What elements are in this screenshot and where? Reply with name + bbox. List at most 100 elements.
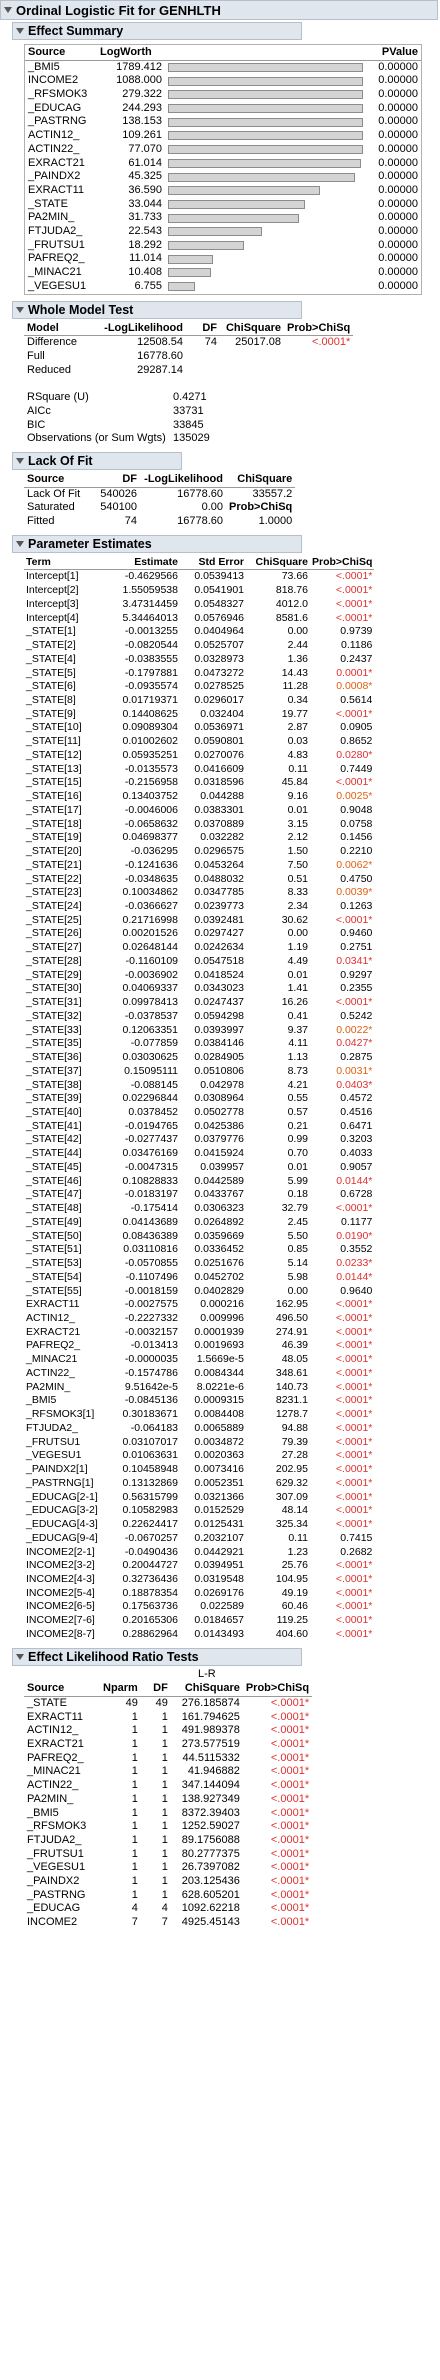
table-row[interactable]: INCOME2 1088.000 0.00000	[25, 74, 421, 88]
table-cell: _STATE[2]	[26, 639, 76, 652]
table-cell: 0.0359669	[194, 1229, 244, 1242]
table-cell: 8.0221e-6	[196, 1380, 244, 1393]
table-row[interactable]: _EDUCAG 244.293 0.00000	[25, 102, 421, 116]
table-cell: 27.28	[281, 1449, 308, 1462]
table-row[interactable]: EXRACT11 36.590 0.00000	[25, 184, 421, 198]
table-cell: 8372.39403	[181, 1806, 240, 1819]
table-cell: 0.02648144	[122, 941, 178, 954]
table-row[interactable]: _STATE 33.044 0.00000	[25, 198, 421, 212]
table-cell: 2.45	[287, 1215, 308, 1228]
table-cell: 0.09978413	[122, 996, 178, 1009]
table-cell: -0.0027575	[124, 1298, 178, 1311]
effect-summary-title: Effect Summary	[28, 24, 124, 38]
stat-row: BIC 33845	[24, 419, 213, 433]
table-cell: 0.4516	[340, 1106, 373, 1118]
table-cell: -0.0183197	[124, 1188, 178, 1201]
table-cell: 0.20044727	[122, 1559, 178, 1572]
effect-summary-header[interactable]: Effect Summary	[12, 22, 302, 40]
table-row[interactable]: _PASTRNG 138.153 0.00000	[25, 115, 421, 129]
table-cell: <.0001*	[335, 1559, 373, 1572]
table-cell: 0.0084408	[194, 1408, 244, 1421]
table-cell: 0.0280*	[336, 748, 373, 761]
report-window: Ordinal Logistic Fit for GENHLTH Effect …	[0, 0, 438, 1930]
col-source[interactable]: Source	[25, 45, 97, 61]
table-row: PA2MIN_ 9.51642e-5 8.0221e-6 140.73 <.0001*	[24, 1381, 374, 1395]
table-cell: _STATE[36]	[26, 1051, 82, 1064]
report-title-bar[interactable]: Ordinal Logistic Fit for GENHLTH	[0, 0, 438, 20]
table-cell: _PASTRNG	[27, 1888, 86, 1901]
table-cell: 0.0239773	[194, 899, 244, 912]
table-row[interactable]: _VEGESU1 6.755 0.00000	[25, 280, 421, 294]
table-row[interactable]: _PAINDX2 45.325 0.00000	[25, 170, 421, 184]
table-cell: 1	[131, 1738, 138, 1751]
col-logworth[interactable]: LogWorth	[97, 45, 165, 61]
table-row[interactable]: EXRACT21 61.014 0.00000	[25, 157, 421, 171]
table-cell: Intercept[1]	[26, 570, 79, 583]
disclosure-triangle-icon[interactable]	[16, 306, 24, 313]
table-cell: 0.0347785	[194, 886, 244, 899]
lr-tests-table: L-R Source Nparm DF ChiSquare Prob>ChiSq…	[24, 1668, 313, 1930]
table-row: _EDUCAG 4 4 1092.62218 <.0001*	[24, 1902, 312, 1916]
table-row[interactable]: ACTIN12_ 109.261 0.00000	[25, 129, 421, 143]
pvalue-cell: 0.00000	[378, 101, 418, 114]
table-row: Intercept[2] 1.55059538 0.0541901 818.76 <.0…	[24, 584, 374, 598]
disclosure-triangle-icon[interactable]	[4, 7, 12, 13]
table-cell: 0.3203	[340, 1133, 373, 1146]
table-row: ACTIN12_ 1 1 491.989378 <.0001*	[24, 1724, 312, 1738]
lr-tests-title: Effect Likelihood Ratio Tests	[28, 1649, 199, 1664]
table-cell: <.0001*	[335, 1339, 373, 1352]
table-row[interactable]: PA2MIN_ 31.733 0.00000	[25, 211, 421, 225]
disclosure-triangle-icon[interactable]	[16, 458, 24, 465]
table-cell: 0.022589	[200, 1600, 244, 1613]
table-cell: 0.5242	[340, 1009, 373, 1022]
table-cell: 540100	[100, 501, 137, 514]
table-row[interactable]: _RFSMOK3 279.322 0.00000	[25, 88, 421, 102]
table-cell: 0.0190*	[336, 1229, 373, 1242]
disclosure-triangle-icon[interactable]	[16, 28, 24, 34]
logworth-bar	[168, 186, 321, 196]
table-cell: 0.6728	[340, 1188, 373, 1201]
table-row[interactable]: _BMI5 1789.412 0.00000	[25, 60, 421, 74]
table-cell: 1	[161, 1792, 168, 1805]
table-cell: PA2MIN_	[27, 1792, 74, 1805]
table-cell: 74	[124, 515, 137, 528]
table-cell: 0.22624417	[122, 1518, 178, 1531]
lack-of-fit-header[interactable]: Lack Of Fit	[12, 452, 182, 471]
table-cell: 0.1186	[341, 639, 373, 652]
table-cell: 0.15095111	[124, 1064, 178, 1077]
table-row[interactable]: ACTIN22_ 77.070 0.00000	[25, 143, 421, 157]
table-cell: 1	[131, 1888, 138, 1901]
table-row: _STATE[2] -0.0820544 0.0525707 2.44 0.1186	[24, 639, 374, 653]
table-row: INCOME2[6-5] 0.17563736 0.022589 60.46 <.000…	[24, 1600, 374, 1614]
table-cell: 8.73	[287, 1064, 308, 1077]
logworth-bar-cell	[165, 252, 371, 266]
table-cell: _STATE[25]	[26, 913, 82, 926]
disclosure-triangle-icon[interactable]	[16, 540, 24, 547]
col-pvalue[interactable]: PValue	[371, 45, 421, 61]
table-cell: 203.125436	[181, 1875, 240, 1888]
table-cell: _VEGESU1	[26, 1449, 82, 1462]
disclosure-triangle-icon[interactable]	[16, 1653, 24, 1660]
table-cell: 1.23	[287, 1545, 308, 1558]
table-cell: 0.0539413	[194, 570, 244, 583]
table-row[interactable]: PAFREQ2_ 11.014 0.00000	[25, 252, 421, 266]
parameter-estimates-header[interactable]: Parameter Estimates	[12, 534, 302, 553]
parameter-estimates-title: Parameter Estimates	[28, 536, 152, 551]
table-row[interactable]: _FRUTSU1 18.292 0.00000	[25, 239, 421, 253]
table-cell: PAFREQ2_	[26, 1339, 81, 1352]
stat-row: RSquare (U) 0.4271	[24, 391, 213, 405]
logworth-bar	[168, 117, 363, 127]
whole-model-header[interactable]: Whole Model Test	[12, 300, 302, 319]
table-cell: 0.00201526	[122, 927, 178, 940]
lack-of-fit-table: Source DF -LogLikelihood ChiSquare Lack …	[24, 472, 296, 529]
table-cell: <.0001*	[335, 1380, 373, 1393]
table-row[interactable]: FTJUDA2_ 22.543 0.00000	[25, 225, 421, 239]
table-cell: 202.95	[275, 1463, 308, 1476]
table-row[interactable]: _MINAC21 10.408 0.00000	[25, 266, 421, 280]
table-row: _MINAC21 -0.0000035 1.5669e-5 48.05 <.0001*	[24, 1353, 374, 1367]
lr-tests-header[interactable]: Effect Likelihood Ratio Tests	[12, 1647, 302, 1666]
table-cell: <.0001*	[335, 776, 373, 789]
source-cell: _PAINDX2	[28, 170, 81, 183]
table-cell: -0.1107496	[125, 1270, 178, 1283]
table-cell: 2.44	[287, 639, 308, 652]
